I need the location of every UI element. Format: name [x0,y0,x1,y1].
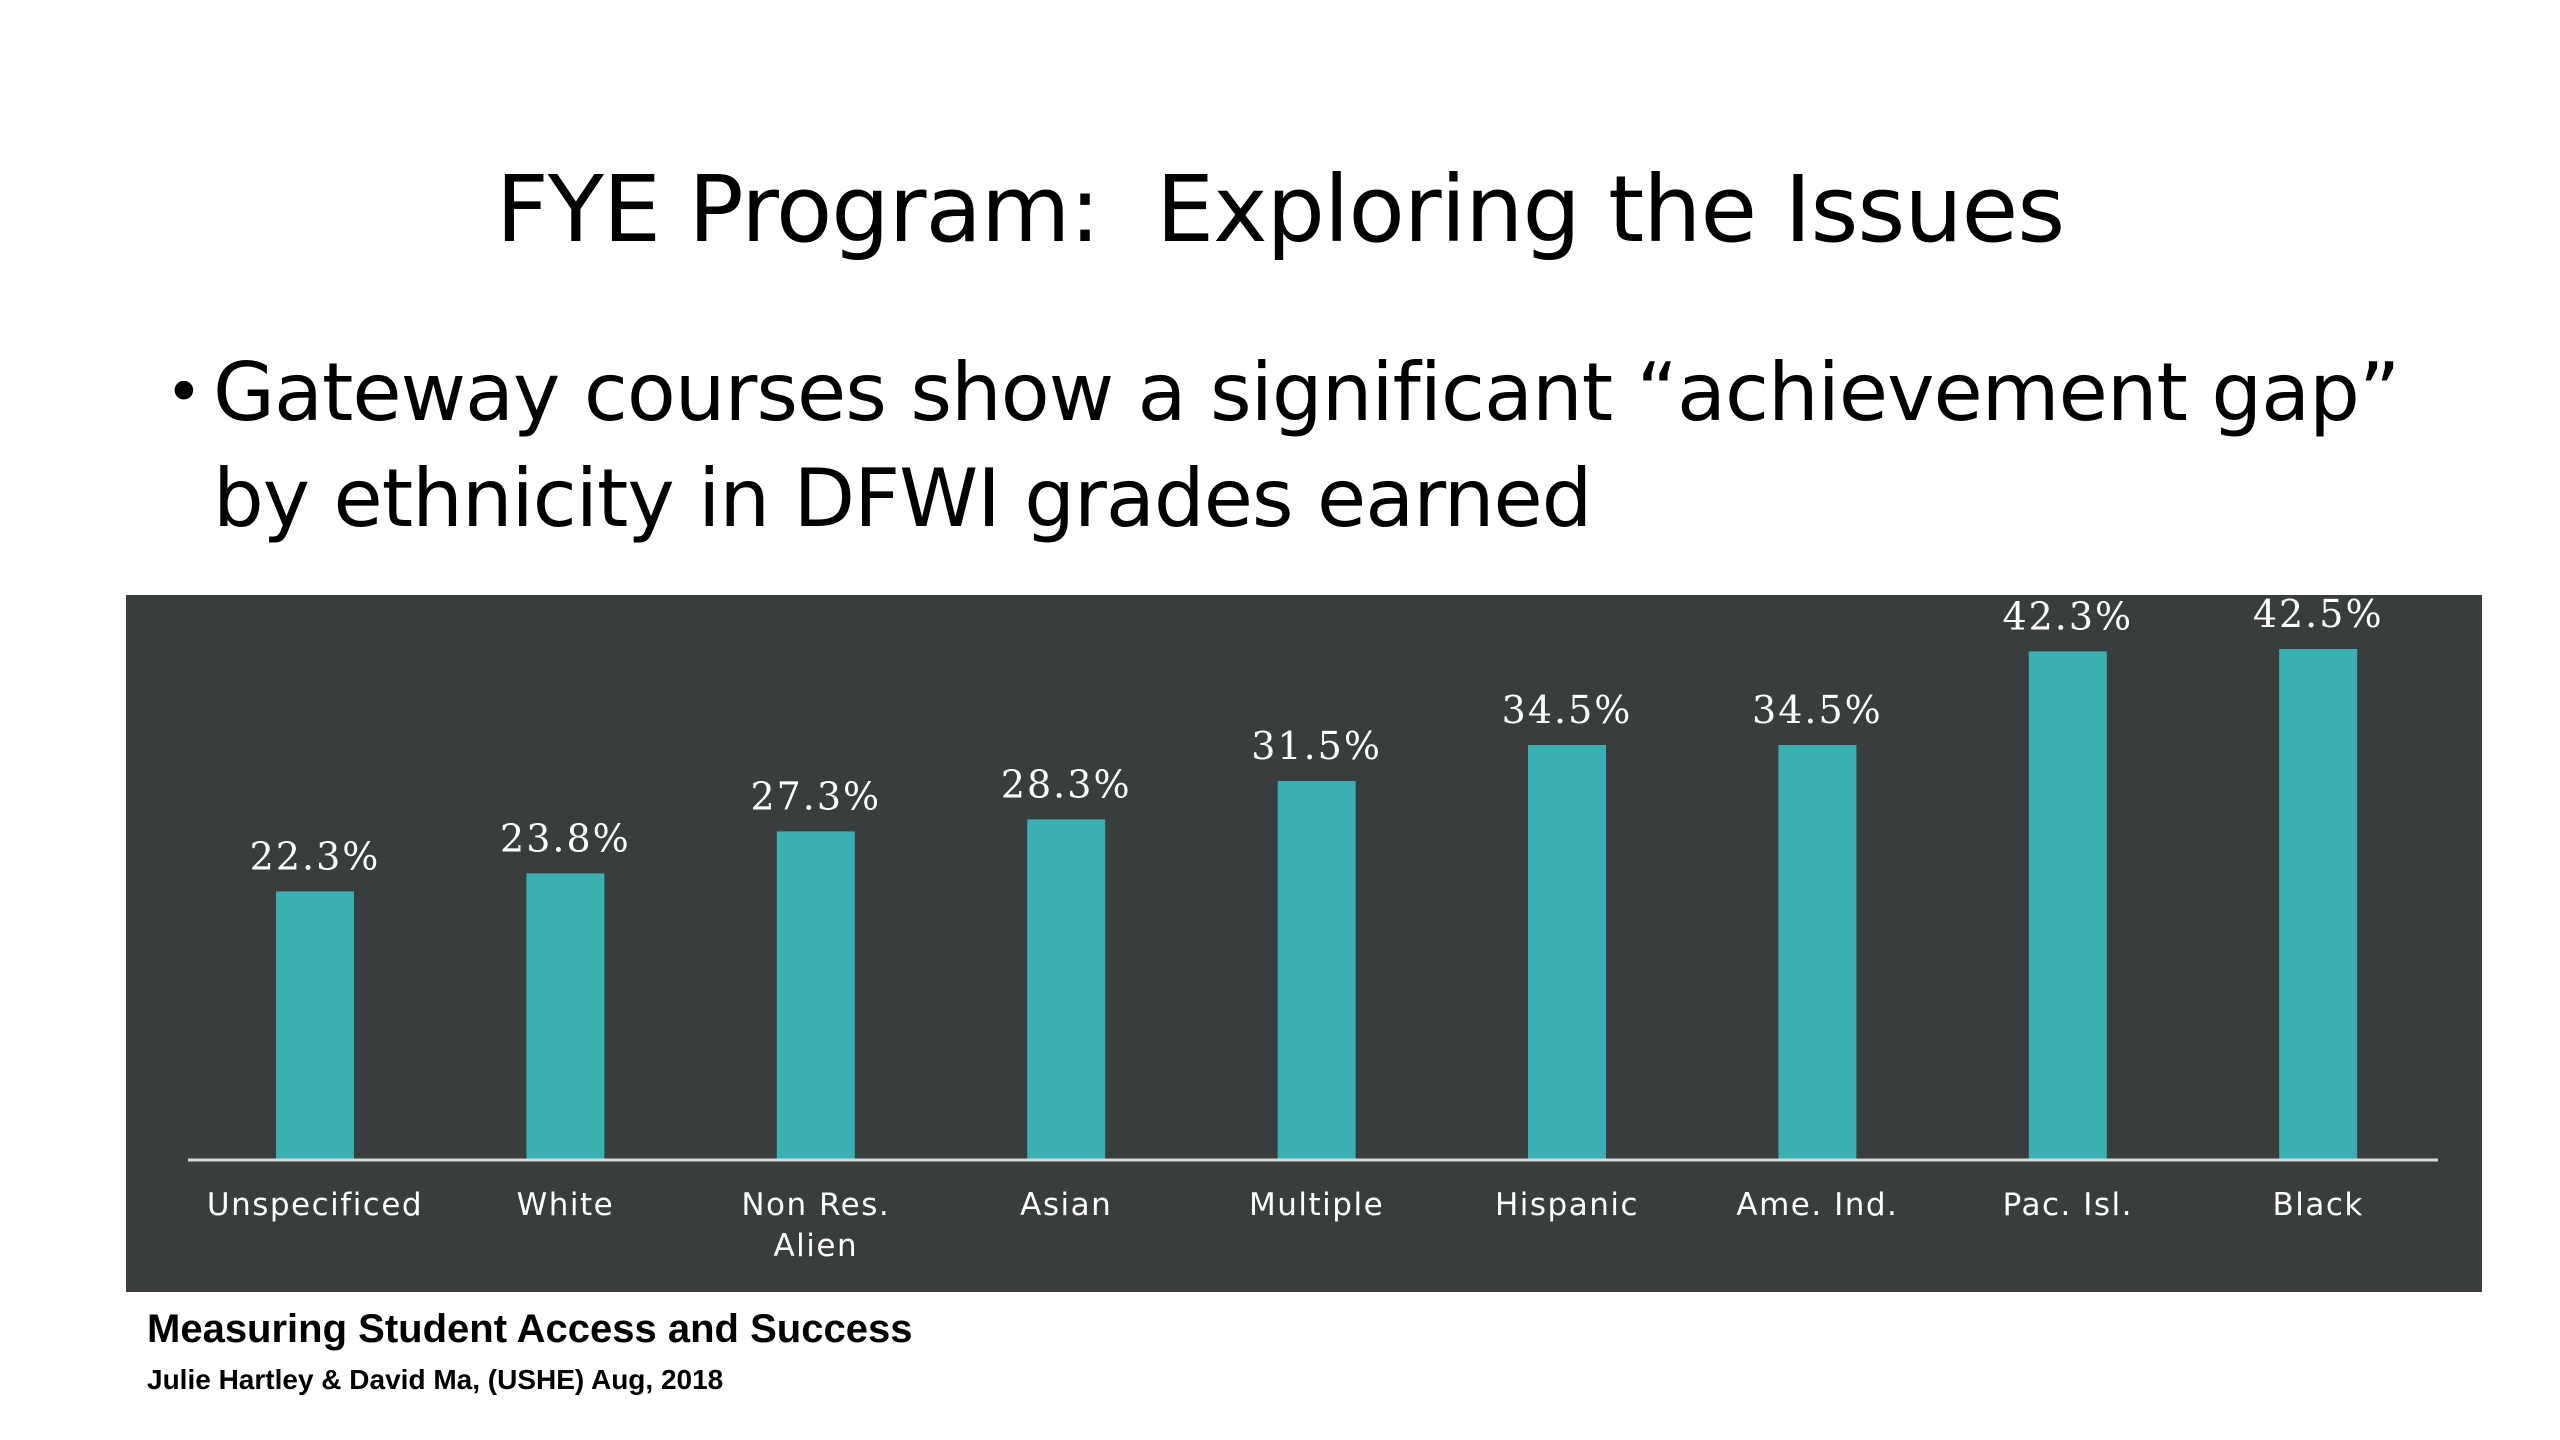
bar-value-label: 23.8% [500,816,631,860]
category-label: Black [2273,1187,2364,1223]
bar [1778,745,1857,1159]
bar-value-label: 27.3% [750,774,881,818]
bar [1277,781,1356,1159]
category-label: Asian [1020,1187,1112,1223]
bar [276,891,354,1159]
category-label: Non Res. Alien [741,1187,890,1264]
category-label: Ame. Ind. [1736,1187,1898,1223]
bullet-point: • Gateway courses show a significant “ac… [165,340,2515,552]
category-labels-layer: Unspecificed White Non Res. Alien Asian Multi… [207,1187,2364,1264]
bar-value-label: 34.5% [1752,688,1883,732]
bar [1528,745,1606,1159]
bullet-icon: • [165,356,203,430]
bar [526,873,605,1159]
category-label: Pac. Isl. [2003,1187,2133,1223]
bar-chart: 22.3% 23.8% 27.3% 28.3% 31.5% 34.5% 34.5% 42.3%… [126,595,2482,1292]
bar [2028,651,2107,1159]
bar-value-label: 28.3% [1001,762,1132,806]
category-label: White [517,1187,615,1223]
bar [776,831,855,1159]
category-label: Unspecificed [207,1187,423,1223]
bar-value-label: 42.3% [2002,595,2133,638]
bar-chart-svg: 22.3% 23.8% 27.3% 28.3% 31.5% 34.5% 34.5% 42.3%… [126,595,2482,1292]
bar-value-label: 31.5% [1251,724,1382,768]
bar [2279,649,2358,1159]
bars-layer [276,649,2358,1159]
value-labels-layer: 22.3% 23.8% 27.3% 28.3% 31.5% 34.5% 34.5% 42.3%… [250,595,2384,878]
bullet-text: Gateway courses show a significant “achi… [213,346,2400,545]
category-label: Hispanic [1495,1187,1639,1223]
footer-credit: Julie Hartley & David Ma, (USHE) Aug, 20… [147,1364,724,1395]
bar-value-label: 42.5% [2253,595,2384,636]
footer-title: Measuring Student Access and Success [147,1307,913,1351]
bar-value-label: 34.5% [1502,688,1633,732]
slide-title: FYE Program: Exploring the Issues [495,156,2065,263]
bar-value-label: 22.3% [250,834,381,878]
category-label: Multiple [1249,1187,1384,1223]
bar [1027,819,1106,1159]
